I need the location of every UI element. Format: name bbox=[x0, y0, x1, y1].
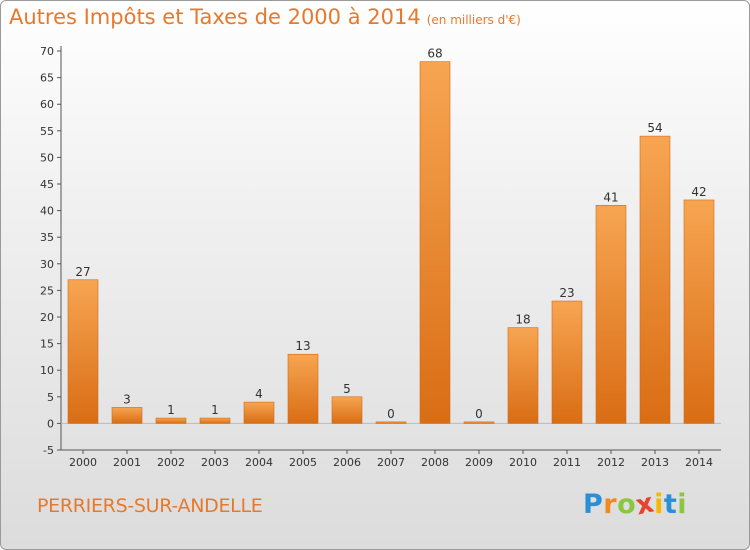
x-tick-label: 2011 bbox=[553, 456, 581, 469]
y-tick-label: 25 bbox=[40, 284, 54, 297]
bar-value-label: 68 bbox=[427, 47, 442, 61]
bar bbox=[463, 421, 495, 424]
logo-letter: r bbox=[603, 489, 618, 520]
bar-value-label: 0 bbox=[387, 407, 395, 421]
bar-value-label: 13 bbox=[295, 339, 310, 353]
x-tick-label: 2006 bbox=[333, 456, 361, 469]
logo-letter: i bbox=[654, 489, 664, 520]
bar bbox=[551, 300, 583, 424]
bar bbox=[155, 417, 187, 424]
x-tick-label: 2009 bbox=[465, 456, 493, 469]
chart-unit-note: (en milliers d'€) bbox=[426, 13, 521, 27]
y-tick-label: 40 bbox=[40, 205, 54, 218]
x-tick-label: 2004 bbox=[245, 456, 273, 469]
bar-value-label: 41 bbox=[603, 190, 618, 204]
proxiti-logo: Proxiti bbox=[583, 487, 688, 521]
bar-value-label: 1 bbox=[167, 403, 175, 417]
x-tick-label: 2007 bbox=[377, 456, 405, 469]
x-tick-label: 2003 bbox=[201, 456, 229, 469]
logo-letter: o bbox=[617, 489, 637, 520]
x-tick-label: 2008 bbox=[421, 456, 449, 469]
bar-value-label: 18 bbox=[515, 313, 530, 327]
bar bbox=[199, 417, 231, 424]
logo-letter: t bbox=[663, 489, 678, 520]
y-tick-label: 60 bbox=[40, 98, 54, 111]
bar bbox=[375, 421, 407, 424]
bar bbox=[595, 204, 627, 424]
x-tick-label: 2013 bbox=[641, 456, 669, 469]
bar bbox=[111, 407, 143, 424]
x-tick-label: 2012 bbox=[597, 456, 625, 469]
x-tick-label: 2002 bbox=[157, 456, 185, 469]
y-tick-label: 10 bbox=[40, 364, 54, 377]
bar bbox=[67, 279, 99, 424]
chart-title-text: Autres Impôts et Taxes de 2000 à 2014 bbox=[9, 5, 421, 29]
bar-value-label: 1 bbox=[211, 403, 219, 417]
bar-value-label: 54 bbox=[647, 121, 662, 135]
x-tick-label: 2010 bbox=[509, 456, 537, 469]
y-tick-label: 65 bbox=[40, 72, 54, 85]
x-tick-label: 2005 bbox=[289, 456, 317, 469]
x-tick-label: 2000 bbox=[69, 456, 97, 469]
bar-value-label: 5 bbox=[343, 382, 351, 396]
y-tick-label: 50 bbox=[40, 151, 54, 164]
bar bbox=[419, 61, 451, 424]
bar-value-label: 42 bbox=[691, 185, 706, 199]
y-tick-label: 20 bbox=[40, 311, 54, 324]
bar bbox=[331, 396, 363, 424]
y-tick-label: 0 bbox=[47, 417, 54, 430]
bar-value-label: 23 bbox=[559, 286, 574, 300]
bar bbox=[287, 353, 319, 424]
bar bbox=[507, 327, 539, 424]
commune-name: PERRIERS-SUR-ANDELLE bbox=[37, 495, 263, 517]
bar bbox=[639, 135, 671, 424]
logo-letter: P bbox=[583, 489, 604, 520]
bar-value-label: 0 bbox=[475, 407, 483, 421]
bar-value-label: 27 bbox=[75, 265, 90, 279]
y-tick-label: 15 bbox=[40, 338, 54, 351]
y-tick-label: 70 bbox=[40, 45, 54, 58]
chart-title: Autres Impôts et Taxes de 2000 à 2014 (en… bbox=[9, 5, 521, 29]
x-tick-label: 2014 bbox=[685, 456, 713, 469]
y-tick-label: 55 bbox=[40, 125, 54, 138]
bar bbox=[683, 199, 715, 424]
bar bbox=[243, 401, 275, 424]
logo-letter: i bbox=[677, 489, 688, 520]
y-tick-label: 45 bbox=[40, 178, 54, 191]
y-tick-label: -5 bbox=[43, 444, 54, 457]
bar-value-label: 3 bbox=[123, 392, 131, 406]
y-tick-label: 35 bbox=[40, 231, 54, 244]
x-tick-label: 2001 bbox=[113, 456, 141, 469]
y-tick-label: 30 bbox=[40, 258, 54, 271]
bar-value-label: 4 bbox=[255, 387, 263, 401]
y-tick-label: 5 bbox=[47, 391, 54, 404]
